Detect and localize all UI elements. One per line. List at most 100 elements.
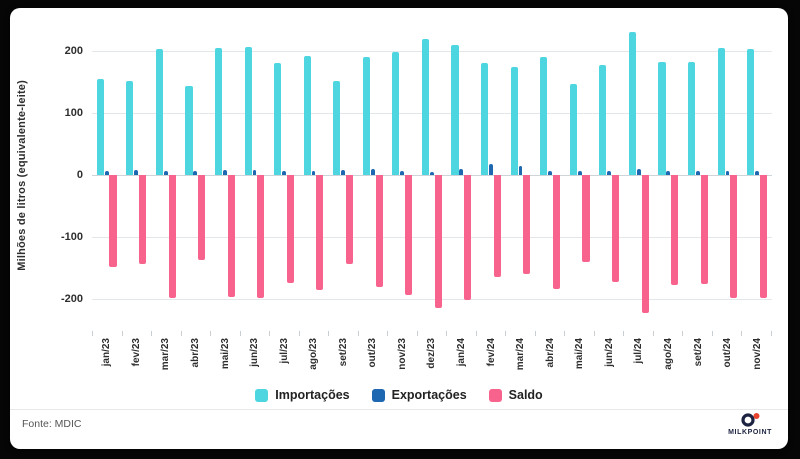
x-axis-tick	[357, 331, 388, 336]
bar-group-jun/24	[595, 20, 625, 330]
bar-importaes-mar/23	[155, 48, 163, 175]
milkpoint-logo: MILKPOINT	[728, 412, 772, 436]
bar-exportaes-out/24	[725, 170, 730, 175]
bar-saldo-dez/23	[434, 175, 442, 309]
bar-importaes-dez/23	[421, 38, 429, 175]
x-tick-label-fev/23: fev/23	[130, 338, 142, 367]
x-axis-tick	[387, 331, 417, 336]
bar-importaes-jan/24	[451, 44, 459, 175]
bar-group-out/24	[713, 20, 743, 330]
x-axis-tick	[210, 331, 240, 336]
bar-importaes-jul/23	[274, 62, 282, 175]
bar-exportaes-jan/23	[104, 170, 109, 175]
bar-group-jun/23	[240, 20, 270, 330]
x-tick-label-jul/23: jul/23	[278, 338, 290, 364]
bar-group-fev/23	[122, 20, 152, 330]
gridline--100	[92, 237, 772, 238]
bar-importaes-out/23	[362, 57, 370, 175]
bar-exportaes-mar/23	[163, 171, 168, 175]
bar-saldo-mar/24	[523, 175, 531, 275]
x-tick-label-mar/23: mar/23	[160, 338, 172, 371]
bar-exportaes-jun/24	[607, 171, 612, 175]
legend-item-exportacoes[interactable]: Exportações	[371, 388, 467, 402]
bar-importaes-set/24	[687, 62, 696, 175]
bar-saldo-set/23	[345, 175, 354, 264]
milkpoint-logo-text: MILKPOINT	[728, 429, 772, 436]
bar-group-abr/24	[535, 20, 565, 330]
plot-area: 200 100 0 -100 -200	[61, 20, 772, 330]
x-axis-tick	[682, 331, 712, 336]
bar-groups	[92, 20, 772, 330]
y-axis-title: Milhões de litros (equivalente-leite)	[16, 18, 28, 332]
bar-saldo-mai/23	[227, 175, 235, 298]
bar-importaes-mai/23	[214, 47, 223, 175]
bar-group-nov/24	[742, 20, 772, 330]
y-tick-label--100: -100	[60, 231, 83, 243]
x-tick-label-abr/24: abr/24	[544, 338, 556, 368]
bar-group-ago/23	[299, 20, 329, 330]
bar-exportaes-mai/23	[222, 170, 227, 175]
legend-label-saldo: Saldo	[508, 388, 543, 402]
bar-exportaes-abr/23	[193, 170, 198, 175]
bar-importaes-ago/23	[303, 55, 311, 175]
x-axis-tick	[180, 331, 211, 336]
bar-exportaes-mar/24	[518, 166, 523, 175]
bar-saldo-jan/24	[464, 175, 472, 300]
x-axis-tick	[269, 331, 299, 336]
x-tick-label-nov/23: nov/23	[396, 338, 408, 370]
bar-saldo-fev/23	[139, 175, 147, 265]
bar-saldo-set/24	[700, 175, 708, 285]
x-tick-label-abr/23: abr/23	[189, 338, 201, 368]
x-axis-tick	[121, 331, 152, 336]
legend-label-importacoes: Importações	[275, 388, 350, 402]
bar-saldo-ago/24	[671, 175, 679, 285]
x-axis-tick	[505, 331, 535, 336]
bar-saldo-jul/23	[286, 175, 294, 283]
gridline-200	[92, 51, 772, 52]
bar-exportaes-jul/24	[636, 169, 641, 175]
bar-group-set/23	[329, 20, 359, 330]
x-axis-tick	[475, 331, 506, 336]
bar-group-jul/24	[624, 20, 654, 330]
x-axis-ticks	[92, 331, 772, 336]
chart-card: Milhões de litros (equivalente-leite) 20…	[10, 8, 788, 449]
bar-importaes-jan/23	[96, 78, 104, 175]
bar-group-mai/23	[210, 20, 240, 330]
x-tick-label-fev/24: fev/24	[485, 338, 497, 367]
y-tick-label--200: -200	[60, 293, 83, 305]
x-tick-label-out/23: out/23	[367, 338, 379, 368]
bar-exportaes-jul/23	[282, 170, 286, 175]
legend-item-importacoes[interactable]: Importações	[255, 388, 350, 402]
bar-exportaes-mai/24	[577, 171, 582, 175]
bar-group-set/24	[683, 20, 713, 330]
bar-group-jan/23	[92, 20, 122, 330]
bar-saldo-mar/23	[168, 175, 176, 298]
x-axis-labels: jan/23 fev/23 mar/23 abr/23 mai/23 jun/23 jul/…	[92, 338, 772, 384]
bar-exportaes-abr/24	[548, 170, 552, 175]
bar-group-jul/23	[269, 20, 299, 330]
x-axis-tick	[239, 331, 270, 336]
bar-saldo-fev/24	[493, 175, 501, 277]
bar-importaes-fev/23	[126, 80, 134, 175]
gridline-100	[92, 113, 772, 114]
legend-item-saldo[interactable]: Saldo	[488, 388, 543, 402]
x-tick-label-dez/23: dez/23	[426, 338, 438, 369]
x-tick-label-jan/24: jan/24	[456, 338, 468, 367]
bar-group-mar/23	[151, 20, 181, 330]
bar-exportaes-out/23	[370, 169, 375, 175]
source-text: Fonte: MDIC	[22, 418, 82, 430]
x-axis-tick	[534, 331, 565, 336]
footer-divider	[10, 409, 788, 410]
bar-saldo-abr/23	[198, 175, 206, 260]
legend-swatch-importacoes	[255, 388, 269, 402]
bar-exportaes-jun/23	[252, 170, 257, 175]
bar-importaes-jun/23	[244, 46, 252, 175]
bar-exportaes-ago/23	[311, 171, 316, 175]
x-tick-label-out/24: out/24	[722, 338, 734, 368]
bar-saldo-mai/24	[582, 175, 590, 263]
x-tick-label-mai/24: mai/24	[574, 338, 586, 370]
gridline-0	[92, 175, 772, 176]
bar-saldo-jan/23	[109, 175, 117, 267]
bar-exportaes-fev/24	[489, 164, 493, 175]
